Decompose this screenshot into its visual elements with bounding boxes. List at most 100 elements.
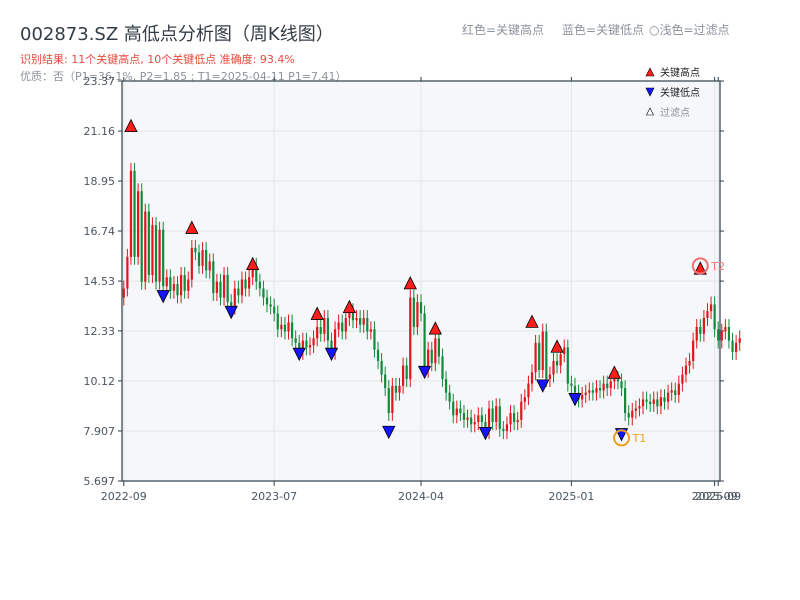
key-high-marker: [525, 314, 539, 328]
candle-body: [427, 349, 430, 371]
candle-body: [559, 354, 562, 366]
candle-body: [305, 340, 308, 348]
candle-body: [541, 331, 544, 371]
candle-body: [509, 413, 512, 425]
candle-body: [512, 413, 516, 423]
candle-body: [538, 342, 541, 371]
annotation-t1-ring: [613, 429, 631, 447]
candle-body: [140, 191, 143, 282]
y-tick-label: 14.53: [84, 275, 116, 288]
candle-body: [652, 399, 655, 404]
candle-body: [656, 399, 659, 407]
candle-body: [369, 329, 372, 332]
legend-filtered-label: 过滤点: [660, 106, 690, 119]
candle-body: [401, 365, 405, 386]
candle-body: [638, 406, 641, 409]
candle-body: [212, 261, 215, 294]
candle-body: [290, 322, 294, 339]
candle-body: [137, 191, 140, 257]
candle-body: [444, 379, 448, 393]
candle-body: [158, 229, 161, 282]
candle-body: [731, 340, 734, 352]
candle-body: [233, 288, 236, 307]
candle-body: [616, 379, 620, 382]
candle-body: [462, 413, 466, 420]
candle-body: [634, 408, 637, 411]
candle-body: [552, 360, 555, 375]
candle-body: [484, 422, 487, 432]
candle-body: [219, 281, 222, 298]
candle-body: [201, 250, 204, 266]
candle-body: [344, 317, 347, 332]
candle-body: [190, 247, 193, 280]
candle-body: [709, 304, 713, 312]
candle-body: [681, 374, 684, 384]
candle-body: [273, 306, 276, 314]
candle-body: [699, 327, 702, 334]
candle-body: [677, 383, 680, 395]
candle-body: [473, 422, 476, 425]
candle-body: [434, 338, 437, 364]
candle-body: [341, 322, 344, 332]
key-high-marker: [124, 118, 138, 132]
candle-body: [280, 324, 283, 330]
candle-body: [348, 311, 351, 318]
key-high-marker: [428, 321, 442, 335]
candle-body: [366, 317, 369, 332]
candle-body: [298, 342, 301, 352]
key-high-marker: [550, 339, 564, 353]
legend-high-icon: [645, 67, 655, 77]
x-tick-label: 2024-04: [398, 490, 444, 503]
candle-body: [480, 415, 483, 423]
candle-body: [197, 252, 201, 266]
candle-body: [287, 322, 290, 332]
x-tick-label: 2025-09: [692, 490, 738, 503]
candle-body: [470, 417, 473, 425]
plot-frame: [121, 80, 721, 482]
candle-body: [208, 261, 211, 271]
candle-body: [627, 413, 630, 418]
key-low-marker: [478, 427, 493, 441]
candle-body: [430, 349, 433, 364]
candle-body: [466, 417, 469, 420]
candle-body: [502, 428, 505, 432]
candle-body: [684, 365, 688, 375]
chart-title: 002873.SZ 高低点分析图（周K线图）: [20, 24, 334, 45]
candle-body: [258, 281, 261, 289]
candle-body: [548, 374, 552, 380]
candle-body: [713, 304, 716, 330]
candle-body: [598, 388, 602, 391]
x-tick-label: 2025-01: [548, 490, 594, 503]
candle-body: [695, 327, 698, 341]
candle-body: [169, 277, 172, 291]
candle-body: [555, 360, 559, 366]
candle-body: [609, 381, 612, 389]
candle-body: [663, 397, 666, 402]
candle-body: [215, 281, 219, 294]
candle-body: [380, 360, 383, 375]
legend-filtered-icon: [646, 107, 654, 116]
candle-body: [437, 338, 441, 357]
candle-body: [623, 388, 627, 414]
candle-body: [373, 329, 376, 350]
key-low-marker: [156, 290, 170, 304]
candle-body: [591, 390, 594, 393]
result-summary: 识别结果: 11个关键高点, 10个关键低点 准确度: 93.4%: [20, 53, 295, 66]
legend-red-note: 红色=关键高点: [462, 23, 545, 37]
candle-body: [351, 311, 355, 321]
candle-body: [194, 247, 197, 253]
candle-body: [226, 274, 229, 303]
candle-body: [326, 317, 330, 341]
candle-body: [162, 229, 165, 287]
key-high-marker: [342, 299, 357, 314]
candle-body: [144, 211, 147, 282]
candle-body: [702, 317, 705, 334]
candle-body: [735, 342, 738, 352]
candle-body: [387, 388, 390, 414]
candle-body: [477, 415, 480, 423]
candle-body: [666, 392, 670, 402]
candle-body: [129, 170, 133, 257]
candle-body: [376, 349, 380, 361]
key-high-marker: [607, 365, 622, 379]
candle-body: [154, 225, 158, 282]
